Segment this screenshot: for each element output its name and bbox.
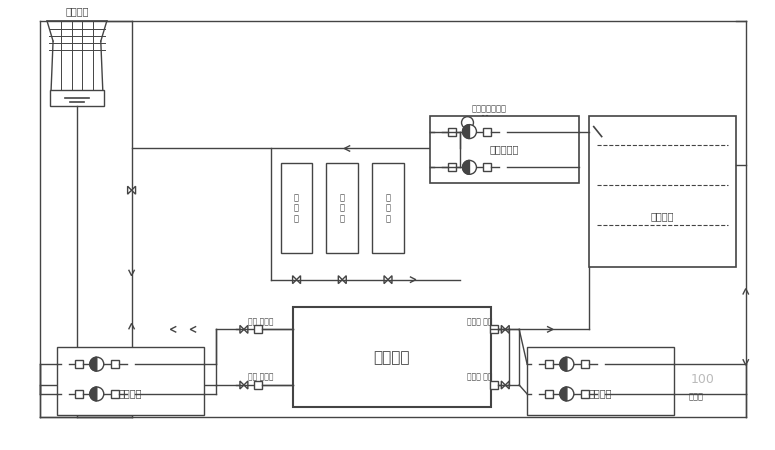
Text: 冷冻水泵: 冷冻水泵 xyxy=(589,388,612,398)
Bar xyxy=(254,325,262,333)
Text: 软接头 蝶阀: 软接头 蝶阀 xyxy=(467,317,492,326)
Bar xyxy=(545,390,553,398)
Bar xyxy=(254,381,262,389)
Polygon shape xyxy=(90,387,97,401)
Circle shape xyxy=(462,117,474,129)
Bar xyxy=(580,360,589,368)
Polygon shape xyxy=(90,357,97,371)
Text: 蝶阀 软接头: 蝶阀 软接头 xyxy=(248,373,274,382)
Bar xyxy=(281,163,312,253)
Bar xyxy=(293,307,491,407)
Bar xyxy=(589,116,735,267)
Text: 100: 100 xyxy=(691,373,715,386)
Bar xyxy=(580,390,589,398)
Text: 冷却水塔: 冷却水塔 xyxy=(65,6,88,16)
Bar xyxy=(50,90,104,106)
Text: 压力表、温度计: 压力表、温度计 xyxy=(472,104,507,113)
Bar xyxy=(75,390,83,398)
Polygon shape xyxy=(560,387,567,401)
Text: 生
产
线: 生 产 线 xyxy=(294,193,299,223)
Polygon shape xyxy=(463,160,470,174)
Text: 生
产
线: 生 产 线 xyxy=(339,193,345,223)
Text: 冷冻水筒: 冷冻水筒 xyxy=(650,211,674,221)
Circle shape xyxy=(560,387,574,401)
Circle shape xyxy=(90,357,104,371)
Bar xyxy=(527,347,674,415)
Polygon shape xyxy=(463,125,470,139)
Bar xyxy=(545,360,553,368)
Circle shape xyxy=(90,387,104,401)
Bar xyxy=(448,128,456,135)
Bar xyxy=(326,163,358,253)
Bar xyxy=(484,128,491,135)
Bar xyxy=(57,347,204,415)
Bar xyxy=(111,360,119,368)
Text: 出水筒: 出水筒 xyxy=(688,392,704,401)
Bar xyxy=(372,163,404,253)
Text: 导冷水泵: 导冷水泵 xyxy=(119,388,143,398)
Text: 蝶阀 软接头: 蝶阀 软接头 xyxy=(248,317,274,326)
Bar xyxy=(448,163,456,171)
Bar xyxy=(430,116,579,183)
Bar xyxy=(491,325,498,333)
Bar xyxy=(484,163,491,171)
Bar xyxy=(111,390,119,398)
Text: 软接头 蝶阀: 软接头 蝶阀 xyxy=(467,373,492,382)
Circle shape xyxy=(463,160,477,174)
Text: 压力输液泵: 压力输液泵 xyxy=(490,144,519,154)
Bar xyxy=(75,360,83,368)
Text: 生
产
线: 生 产 线 xyxy=(385,193,391,223)
Bar xyxy=(491,381,498,389)
Circle shape xyxy=(463,125,477,139)
Circle shape xyxy=(560,357,574,371)
Text: 冷冻机组: 冷冻机组 xyxy=(374,350,410,365)
Polygon shape xyxy=(560,357,567,371)
